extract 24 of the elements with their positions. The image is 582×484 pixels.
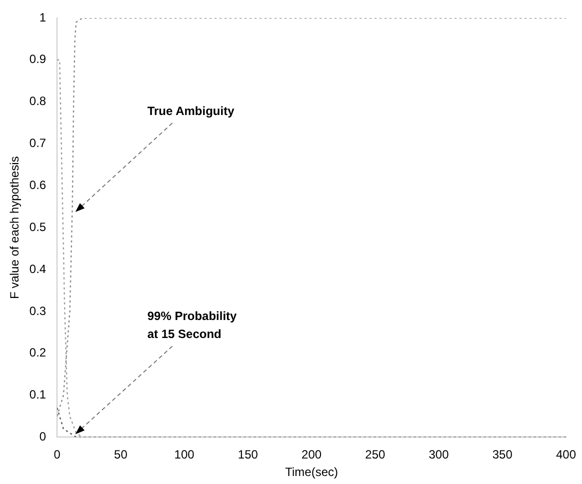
y-tick-label: 0.8 [29, 94, 46, 108]
y-tick-label: 0.7 [29, 136, 46, 150]
x-tick-label: 100 [174, 448, 195, 462]
y-tick-label: 0.6 [29, 178, 46, 192]
y-tick-label: 0.5 [29, 220, 46, 234]
y-axis-title: F value of each hypothesis [8, 156, 22, 299]
x-tick-label: 400 [556, 448, 576, 462]
x-tick-label: 0 [54, 448, 61, 462]
x-axis-title: Time(sec) [285, 465, 338, 480]
x-tick-label: 250 [365, 448, 386, 462]
y-tick-label: 0.3 [29, 304, 46, 318]
annotation: True Ambiguity [147, 104, 235, 118]
y-tick-label: 0.4 [29, 262, 46, 276]
y-tick-label: 1 [39, 10, 46, 24]
x-tick-label: 150 [238, 448, 258, 462]
x-tick-label: 50 [114, 448, 128, 462]
x-tick-label: 300 [428, 448, 450, 462]
x-tick-label: 350 [492, 448, 513, 462]
y-tick-label: 0.1 [29, 388, 46, 402]
y-tick-label: 0.2 [29, 346, 46, 360]
x-tick-label: 200 [302, 448, 322, 462]
annotation: 99% Probability at 15 Second [147, 309, 238, 342]
y-tick-label: 0.9 [29, 52, 46, 66]
y-tick-label: 0 [39, 430, 46, 444]
